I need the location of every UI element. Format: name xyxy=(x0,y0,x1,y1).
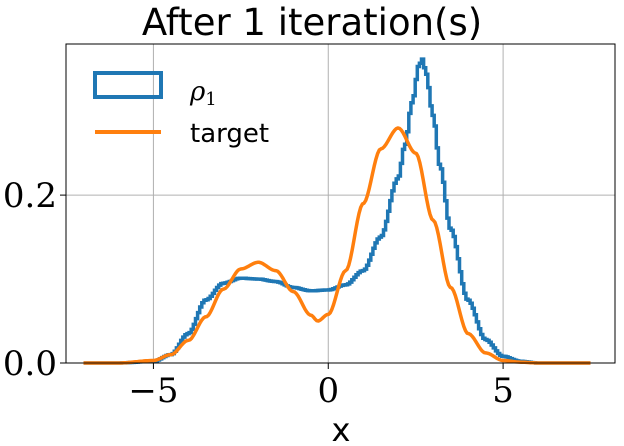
grid xyxy=(66,44,615,364)
y-tick-label: 0.0 xyxy=(3,344,57,384)
chart-title: After 1 iteration(s) xyxy=(142,1,482,44)
series-layer xyxy=(83,57,591,365)
series-rho-histogram xyxy=(83,57,591,365)
legend-label-target: target xyxy=(190,119,269,149)
x-tick-label: 0 xyxy=(317,371,339,411)
x-tick-label: 5 xyxy=(492,371,514,411)
legend: ρ1 target xyxy=(93,71,269,149)
tick-layer: −5 0 5 0.0 0.2 xyxy=(3,176,514,411)
y-tick-label: 0.2 xyxy=(3,176,57,216)
series-target-line xyxy=(83,126,591,365)
legend-rho-symbol: ρ xyxy=(189,77,206,107)
legend-label-rho: ρ1 xyxy=(189,77,217,110)
x-tick-label: −5 xyxy=(128,371,178,411)
legend-rho-subscript: 1 xyxy=(205,89,216,110)
x-axis-label: x xyxy=(332,411,351,446)
plot-frame xyxy=(65,43,616,364)
legend-swatch-rho xyxy=(93,71,163,99)
